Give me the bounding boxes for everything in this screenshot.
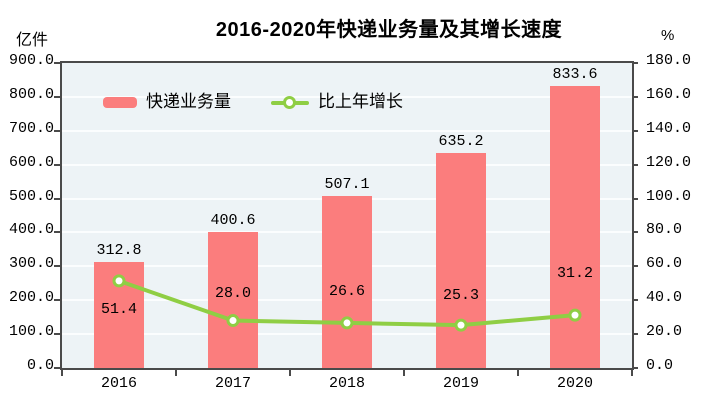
x-axis-tick — [517, 370, 519, 376]
growth-point-marker — [226, 314, 240, 328]
legend-label-volume: 快递业务量 — [146, 92, 231, 111]
left-axis-tick-label: 800.0 — [8, 85, 54, 103]
right-axis-tick-label: 40.0 — [646, 289, 683, 307]
growth-point-marker — [454, 318, 468, 332]
growth-line-chart — [112, 274, 582, 332]
right-axis-tick-label: 0.0 — [646, 357, 674, 374]
left-axis-tick-label: 700.0 — [8, 119, 54, 137]
line-series-swatch-icon — [271, 95, 309, 109]
x-axis-category-label: 2020 — [556, 375, 593, 392]
left-axis-tick — [54, 197, 60, 200]
x-axis-category-label: 2017 — [214, 375, 251, 392]
legend: 快递业务量 比上年增长 — [103, 92, 403, 112]
bar-value-label: 635.2 — [438, 132, 484, 150]
growth-value-label: 26.6 — [328, 282, 365, 300]
x-axis-tick — [175, 370, 177, 376]
right-axis-tick-label: 20.0 — [646, 323, 683, 341]
left-axis-tick-label: 200.0 — [8, 289, 54, 307]
right-axis-tick — [632, 265, 638, 268]
left-axis-tick — [54, 62, 60, 64]
legend-label-growth: 比上年增长 — [318, 92, 403, 111]
right-axis-tick-label: 80.0 — [646, 221, 683, 239]
growth-value-label: 51.4 — [100, 300, 137, 318]
bar-value-label: 833.6 — [552, 65, 598, 83]
chart-title: 2016-2020年快递业务量及其增长速度 — [215, 19, 563, 41]
x-axis-tick — [403, 370, 405, 376]
bar-value-label: 400.6 — [210, 212, 256, 230]
right-axis-tick — [632, 299, 638, 302]
bar-2019 — [436, 152, 486, 368]
x-axis-category-label: 2018 — [328, 375, 365, 392]
bar-value-label: 507.1 — [324, 176, 370, 194]
right-axis-tick-label: 160.0 — [646, 85, 692, 103]
growth-value-label: 31.2 — [556, 265, 593, 283]
gridline — [62, 163, 632, 166]
left-axis-tick — [54, 95, 60, 98]
x-axis-tick — [289, 370, 291, 376]
right-axis-tick-label: 120.0 — [646, 153, 692, 171]
right-axis-tick — [632, 62, 638, 64]
left-axis-tick-label: 600.0 — [8, 153, 54, 171]
right-axis-unit-label: % — [661, 27, 675, 44]
x-axis-tick — [631, 370, 633, 376]
x-axis-category-label: 2019 — [442, 375, 479, 392]
bar-value-label: 312.8 — [96, 241, 142, 259]
left-axis-tick-label: 0.0 — [26, 357, 54, 374]
left-axis-tick — [54, 299, 60, 302]
right-axis-tick-label: 180.0 — [646, 52, 692, 69]
right-axis-tick — [632, 231, 638, 234]
right-axis-tick — [632, 367, 638, 369]
left-axis-tick — [54, 129, 60, 132]
left-axis-tick-label: 900.0 — [8, 52, 54, 69]
growth-value-label: 28.0 — [214, 284, 251, 302]
left-axis-tick-label: 500.0 — [8, 187, 54, 205]
left-axis-tick — [54, 163, 60, 166]
growth-point-marker — [340, 316, 354, 330]
plot-area — [62, 63, 632, 368]
right-axis-tick-label: 140.0 — [646, 119, 692, 137]
growth-value-label: 25.3 — [442, 287, 479, 305]
left-axis-tick — [54, 367, 60, 369]
bar-2018 — [322, 196, 372, 368]
growth-point-marker — [112, 274, 126, 288]
right-axis-tick — [632, 95, 638, 98]
right-axis-tick — [632, 163, 638, 166]
x-axis-category-label: 2016 — [100, 375, 137, 392]
left-axis-tick — [54, 333, 60, 336]
right-axis-tick-label: 60.0 — [646, 255, 683, 273]
growth-point-marker — [568, 308, 582, 322]
left-axis-unit-label: 亿件 — [16, 32, 49, 49]
left-axis-tick-label: 300.0 — [8, 255, 54, 273]
gridline — [62, 95, 632, 98]
right-axis-tick — [632, 197, 638, 200]
bar-2017 — [208, 232, 258, 368]
left-axis-tick-label: 400.0 — [8, 221, 54, 239]
left-axis-tick — [54, 231, 60, 234]
right-axis-tick — [632, 333, 638, 336]
gridline — [62, 129, 632, 132]
left-axis-tick — [54, 265, 60, 268]
bar-series-swatch-icon — [103, 96, 137, 108]
right-axis-tick — [632, 129, 638, 132]
x-axis-tick — [61, 370, 63, 376]
right-axis-tick-label: 100.0 — [646, 187, 692, 205]
left-axis-tick-label: 100.0 — [8, 323, 54, 341]
